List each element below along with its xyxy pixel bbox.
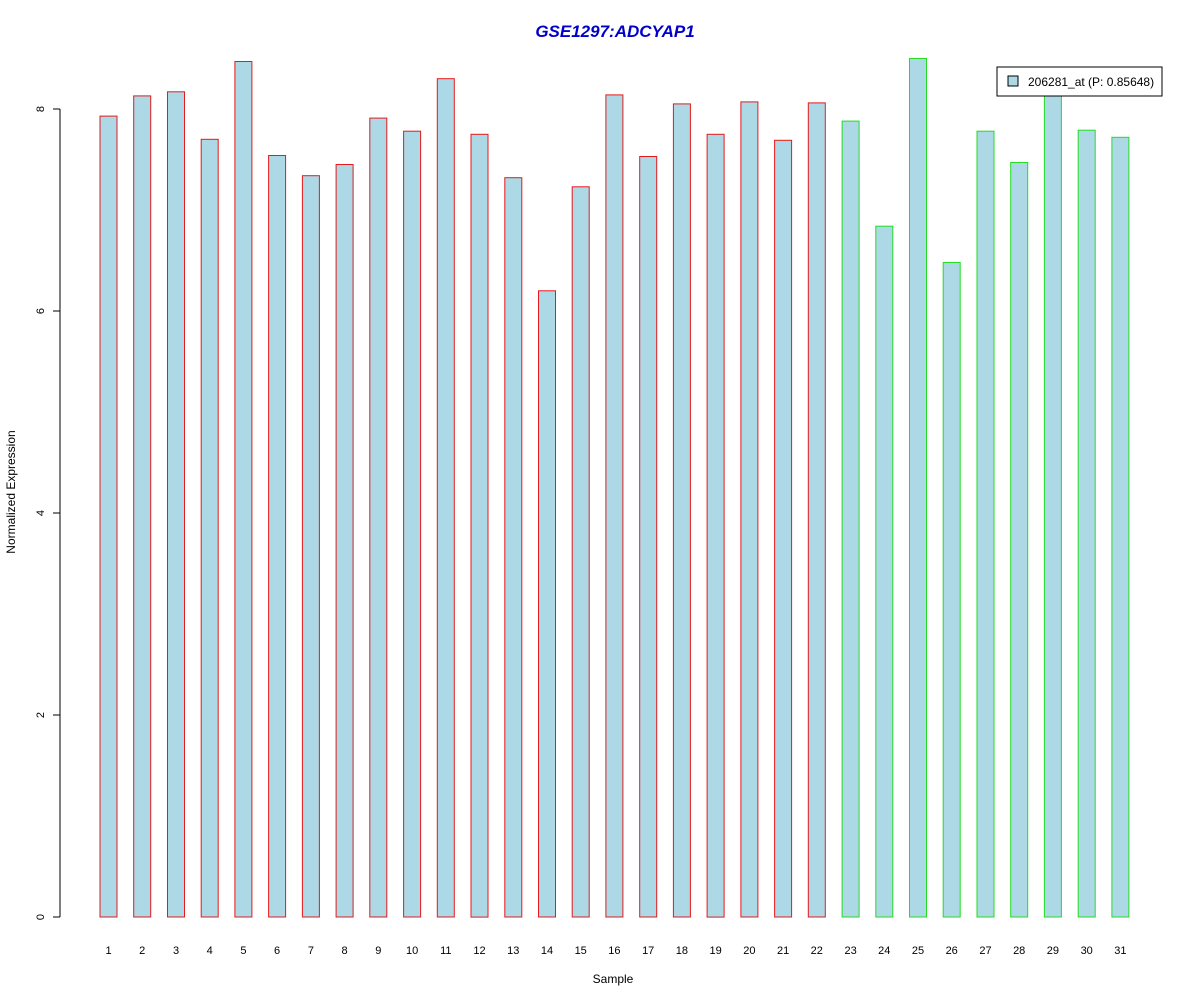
x-tick-label: 22 [811,945,823,957]
x-tick-label: 10 [406,945,418,957]
bar-sample-29 [1043,88,1062,918]
x-tick-label: 11 [440,945,451,957]
x-tick-label: 31 [1114,945,1126,957]
legend: 206281_at (P: 0.85648) [996,66,1163,97]
x-tick-label: 15 [575,945,587,957]
x-tick-label: 29 [1047,945,1059,957]
bar-sample-10 [403,130,422,918]
x-tick-label: 21 [777,945,789,957]
bar-sample-5 [234,61,253,918]
legend-swatch [1007,75,1019,87]
bar-sample-4 [200,138,219,918]
x-tick-label: 7 [308,945,314,957]
x-tick-label: 30 [1081,945,1093,957]
x-tick-label: 25 [912,945,924,957]
x-tick-label: 24 [878,945,890,957]
y-axis: 0 2 4 6 8 [35,106,61,920]
x-tick-label: 13 [507,945,519,957]
x-tick-label: 9 [375,945,381,957]
x-tick-label: 2 [139,945,145,957]
bar-sample-11 [436,78,455,918]
bar-sample-28 [1010,162,1029,918]
x-tick-label: 26 [946,945,958,957]
x-tick-label: 5 [240,945,246,957]
bar-sample-7 [301,175,320,918]
bar-sample-27 [976,130,995,918]
x-tick-labels: 1 2 3 4 5 6 7 8 9 10 11 12 13 14 15 16 17 18 19 20 21 22 23 24 2… [105,945,1126,957]
bar-sample-13 [504,177,523,918]
bar-sample-12 [470,133,489,918]
bar-sample-24 [875,225,894,918]
legend-box [996,66,1163,97]
bar-sample-2 [133,95,152,918]
x-tick-label: 17 [642,945,654,957]
bar-sample-19 [706,133,725,918]
bar-sample-21 [774,139,793,918]
x-tick-label: 28 [1013,945,1025,957]
y-axis-label: Normalized Expression [4,430,18,553]
x-tick-label: 19 [709,945,721,957]
bar-sample-18 [672,103,691,918]
bar-sample-17 [639,156,658,918]
bar-sample-6 [268,155,287,918]
y-tick-label: 4 [35,510,47,516]
x-tick-label: 3 [173,945,179,957]
bar-sample-23 [841,120,860,918]
x-tick-label: 14 [541,945,553,957]
x-tick-label: 12 [473,945,485,957]
y-tick-label: 6 [35,308,47,314]
x-tick-label: 23 [844,945,856,957]
x-axis-label: Sample [593,972,634,986]
bar-sample-3 [167,91,185,918]
x-tick-label: 6 [274,945,280,957]
bar-sample-30 [1077,129,1096,918]
bar-sample-22 [807,102,826,918]
bar-sample-25 [909,58,927,918]
bars-group [99,58,1130,918]
bar-sample-15 [571,186,590,918]
bar-sample-1 [99,115,118,918]
x-tick-label: 8 [342,945,348,957]
legend-label: 206281_at (P: 0.85648) [1028,75,1154,89]
bar-sample-20 [740,101,759,918]
y-tick-label: 2 [35,712,47,718]
bar-sample-14 [538,290,556,918]
x-tick-label: 4 [207,945,213,957]
y-tick-label: 8 [35,106,47,112]
bar-sample-8 [335,164,354,918]
x-tick-label: 20 [743,945,755,957]
x-tick-label: 27 [979,945,991,957]
y-tick-label: 0 [35,914,47,920]
bar-sample-16 [605,94,624,918]
bar-sample-26 [942,262,961,918]
x-tick-label: 18 [676,945,688,957]
x-tick-label: 1 [105,945,111,957]
chart-title: GSE1297:ADCYAP1 [535,22,694,41]
bar-sample-9 [369,117,388,918]
x-tick-label: 16 [608,945,620,957]
bar-sample-31 [1111,136,1130,918]
